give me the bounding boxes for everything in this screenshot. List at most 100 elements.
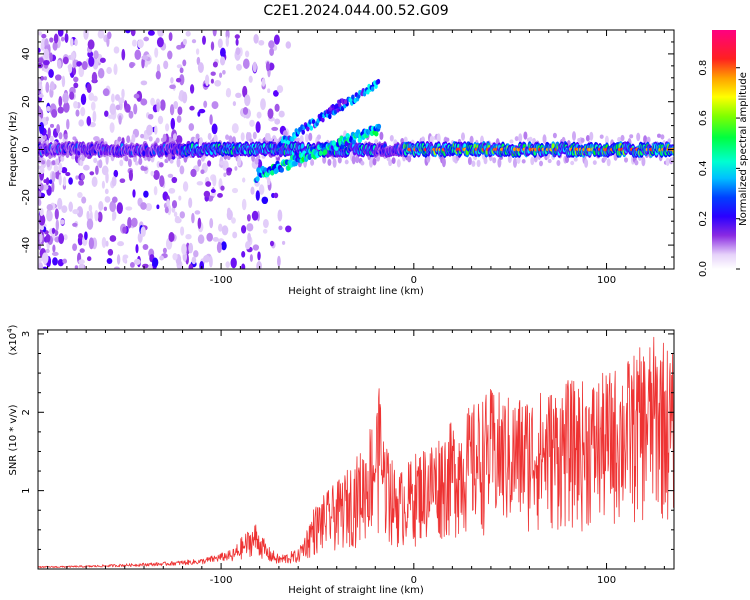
spectral-blob [119,159,124,167]
spectral-blob [197,234,205,244]
spectral-blob [523,131,528,140]
spectral-blob [203,254,210,263]
spectral-blob [241,251,246,258]
colorbar-tick-label: 0.6 [698,110,709,126]
spectral-blob [52,244,56,253]
spectral-blob [207,195,214,202]
y-tick-label: 40 [21,48,32,61]
spectral-blob [197,111,201,117]
spectral-blob [107,31,112,40]
spectrogram-ylabel: Frequency (Hz) [8,111,19,187]
spectral-blob [177,106,183,116]
spectral-blob [306,126,310,132]
spectral-blob [39,166,45,175]
spectral-blob [167,50,173,60]
spectral-blob [41,160,46,165]
spectral-blob [309,125,314,131]
spectral-blob [62,176,67,187]
spectral-blob [344,99,348,105]
spectral-blob [57,197,63,210]
spectral-blob [49,81,55,91]
spectral-blob [38,47,41,53]
spectral-blob [88,237,95,250]
spectral-blob [552,132,557,139]
spectral-blob [63,101,70,113]
spectral-blob [670,156,674,162]
spectral-blob [207,132,212,141]
spectral-blob [117,241,125,247]
spectral-blob [273,34,280,45]
spectral-blob [39,207,44,217]
spectral-blob [604,135,609,146]
spectral-blob [72,209,80,215]
spectral-blob [46,204,53,211]
spectral-blob [117,136,122,142]
spectral-blob [396,159,401,168]
spectral-blob [97,30,105,39]
spectral-blob [182,38,187,46]
spectral-blob [39,122,45,134]
spectral-blob [133,93,140,99]
spectral-blob [125,30,131,34]
spectrogram-heatmap [38,30,674,269]
spectral-blob [106,257,113,265]
spectral-blob [60,155,65,162]
spectral-blob [38,262,44,269]
spectral-blob [461,132,465,141]
spectral-blob [40,75,45,81]
spectral-blob [255,121,261,133]
spectral-blob [122,226,127,234]
spectral-blob [42,135,47,140]
spectral-blob [403,136,408,143]
spectral-blob [55,219,59,231]
spectrogram-xlabel: Height of straight line (km) [288,286,424,297]
spectral-blob [168,187,176,194]
spectral-blob [72,222,78,227]
spectral-blob [643,135,648,144]
spectral-blob [253,33,259,44]
spectral-blob [351,155,356,165]
spectral-blob [129,261,135,268]
spectral-blob [46,210,53,222]
spectral-blob [267,108,274,119]
spectral-blob [300,143,305,150]
spectral-blob [441,157,446,168]
spectral-blob [332,158,337,168]
spectral-blob [89,171,95,176]
spectral-blob [176,44,183,50]
spectral-blob [107,248,114,256]
snr-ylabel: SNR (10 * v/v) [8,404,19,475]
spectral-blob [72,67,77,76]
spectral-blob [162,247,167,254]
spectral-blob [130,30,136,37]
spectral-blob [249,254,253,262]
spectral-blob [173,211,178,217]
spectral-blob [42,266,48,269]
spectral-blob [142,150,146,157]
y-tick-label: -20 [21,189,32,205]
snr-panel: -100 0 100 1 2 3 Height of straight line (km)… [6,324,675,596]
spectral-blob [76,206,84,218]
spectral-blob [115,104,121,111]
spectral-blob [76,61,83,67]
spectral-blob [150,97,155,106]
spectral-blob [301,129,306,135]
spectral-blob [40,225,44,231]
spectral-blob [124,155,129,162]
spectral-blob [255,176,260,182]
spectral-blob [39,182,44,192]
spectral-blob [327,158,332,166]
y-tick-label: 20 [21,95,32,108]
spectral-blob [51,181,55,193]
spectral-blob [86,218,94,230]
spectral-blob [357,137,363,143]
spectral-blob [68,177,73,185]
spectral-blob [127,158,132,168]
spectral-blob [45,116,49,122]
spectral-blob [379,131,384,141]
spectral-blob [261,196,269,205]
spectral-blob [202,35,206,45]
spectral-blob [265,61,270,72]
spectral-blob [165,123,170,132]
spectral-blob [119,178,126,184]
